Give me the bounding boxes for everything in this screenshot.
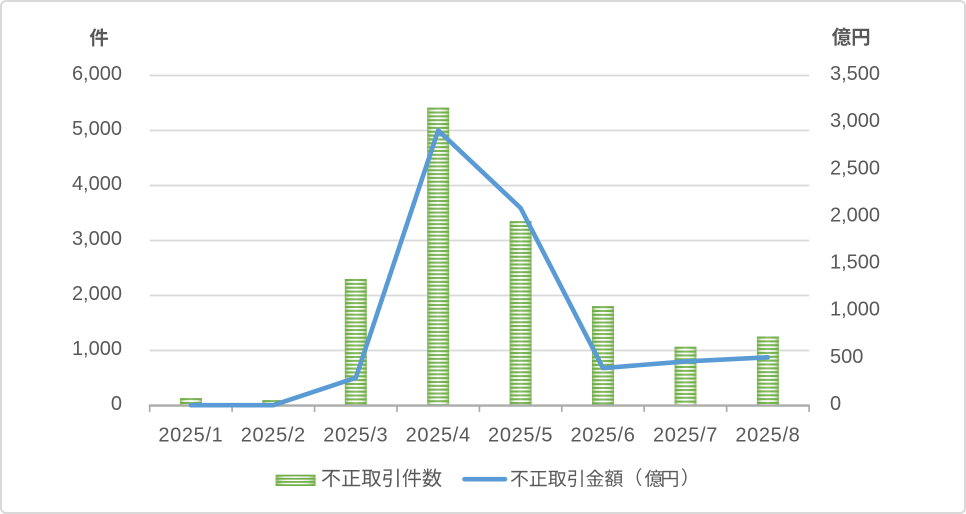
svg-text:5,000: 5,000: [72, 118, 122, 140]
svg-text:2,000: 2,000: [72, 283, 122, 305]
svg-text:1,500: 1,500: [830, 252, 880, 274]
svg-text:2025/2: 2025/2: [241, 425, 306, 447]
svg-text:2025/6: 2025/6: [570, 425, 635, 447]
svg-text:1,000: 1,000: [830, 299, 880, 321]
svg-text:2025/5: 2025/5: [488, 425, 553, 447]
svg-text:4,000: 4,000: [72, 173, 122, 195]
svg-text:2025/1: 2025/1: [158, 425, 223, 447]
svg-text:6,000: 6,000: [72, 63, 122, 85]
svg-text:2,000: 2,000: [830, 204, 880, 226]
svg-text:1,000: 1,000: [72, 338, 122, 360]
svg-text:0: 0: [111, 393, 122, 415]
svg-text:2025/3: 2025/3: [323, 425, 388, 447]
svg-text:2025/4: 2025/4: [406, 425, 471, 447]
svg-text:3,000: 3,000: [72, 228, 122, 250]
svg-text:2025/7: 2025/7: [653, 425, 718, 447]
svg-text:3,000: 3,000: [830, 110, 880, 132]
svg-text:3,500: 3,500: [830, 63, 880, 85]
svg-text:2025/8: 2025/8: [735, 425, 800, 447]
svg-text:500: 500: [830, 346, 863, 368]
svg-text:2,500: 2,500: [830, 157, 880, 179]
svg-text:0: 0: [830, 393, 841, 415]
